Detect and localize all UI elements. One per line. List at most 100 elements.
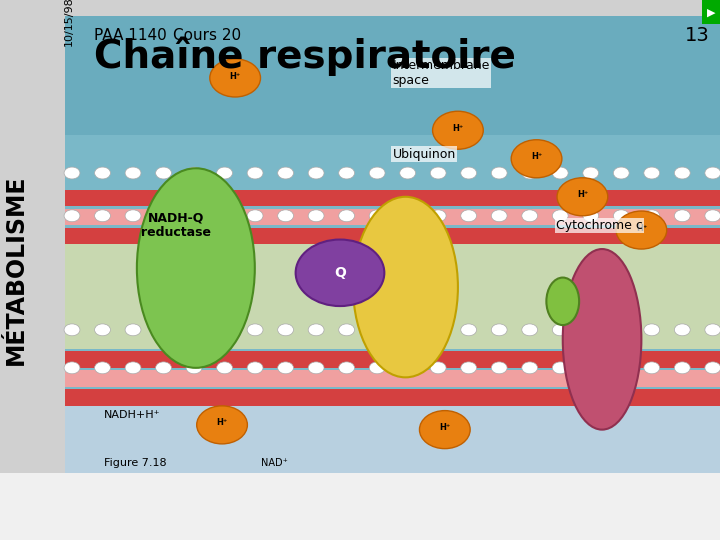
Circle shape bbox=[369, 324, 385, 336]
Circle shape bbox=[644, 324, 660, 336]
Circle shape bbox=[461, 167, 477, 179]
Circle shape bbox=[338, 167, 354, 179]
Circle shape bbox=[278, 362, 294, 374]
Circle shape bbox=[675, 362, 690, 374]
Circle shape bbox=[197, 406, 248, 444]
Circle shape bbox=[522, 324, 538, 336]
Circle shape bbox=[94, 210, 110, 222]
Circle shape bbox=[431, 362, 446, 374]
Circle shape bbox=[613, 324, 629, 336]
Circle shape bbox=[308, 324, 324, 336]
Circle shape bbox=[217, 167, 233, 179]
Circle shape bbox=[420, 410, 470, 449]
Ellipse shape bbox=[563, 249, 642, 430]
Circle shape bbox=[613, 210, 629, 222]
Circle shape bbox=[125, 362, 141, 374]
Circle shape bbox=[522, 210, 538, 222]
Circle shape bbox=[557, 178, 608, 216]
Circle shape bbox=[94, 167, 110, 179]
Circle shape bbox=[125, 210, 141, 222]
Text: NAD⁺: NAD⁺ bbox=[261, 458, 288, 468]
Circle shape bbox=[613, 362, 629, 374]
Circle shape bbox=[431, 167, 446, 179]
Circle shape bbox=[675, 210, 690, 222]
Circle shape bbox=[400, 362, 415, 374]
Circle shape bbox=[156, 324, 171, 336]
FancyBboxPatch shape bbox=[65, 351, 720, 368]
Circle shape bbox=[338, 324, 354, 336]
Text: Ubiquinon: Ubiquinon bbox=[392, 147, 456, 160]
Circle shape bbox=[491, 210, 507, 222]
FancyBboxPatch shape bbox=[0, 472, 720, 540]
Text: NADH-Q
reductase: NADH-Q reductase bbox=[141, 211, 211, 239]
Circle shape bbox=[278, 167, 294, 179]
Ellipse shape bbox=[546, 278, 579, 325]
Circle shape bbox=[247, 210, 263, 222]
Circle shape bbox=[552, 324, 568, 336]
Ellipse shape bbox=[137, 168, 255, 368]
Circle shape bbox=[64, 167, 80, 179]
Circle shape bbox=[369, 362, 385, 374]
Circle shape bbox=[400, 167, 415, 179]
Circle shape bbox=[278, 210, 294, 222]
Circle shape bbox=[461, 324, 477, 336]
Text: Intermembrane
space: Intermembrane space bbox=[392, 59, 490, 87]
FancyBboxPatch shape bbox=[65, 228, 720, 244]
Circle shape bbox=[338, 210, 354, 222]
Text: MÉTABOLISME: MÉTABOLISME bbox=[4, 175, 28, 365]
FancyBboxPatch shape bbox=[65, 190, 720, 206]
Circle shape bbox=[125, 167, 141, 179]
Text: H⁺: H⁺ bbox=[531, 152, 542, 161]
FancyBboxPatch shape bbox=[65, 16, 720, 491]
Circle shape bbox=[210, 59, 261, 97]
Circle shape bbox=[461, 362, 477, 374]
Circle shape bbox=[64, 210, 80, 222]
Circle shape bbox=[156, 362, 171, 374]
Circle shape bbox=[491, 324, 507, 336]
Circle shape bbox=[156, 167, 171, 179]
Circle shape bbox=[156, 210, 171, 222]
Text: NADH+H⁺: NADH+H⁺ bbox=[104, 410, 161, 420]
Text: PAA 1140: PAA 1140 bbox=[94, 28, 166, 43]
Circle shape bbox=[308, 362, 324, 374]
Text: Cytochrome c: Cytochrome c bbox=[556, 219, 643, 232]
Circle shape bbox=[582, 362, 598, 374]
Circle shape bbox=[552, 167, 568, 179]
Circle shape bbox=[186, 167, 202, 179]
Circle shape bbox=[338, 362, 354, 374]
Circle shape bbox=[552, 210, 568, 222]
Text: H⁺: H⁺ bbox=[577, 191, 588, 199]
Circle shape bbox=[186, 362, 202, 374]
Text: Figure 7.18: Figure 7.18 bbox=[104, 458, 167, 468]
Text: H⁺: H⁺ bbox=[439, 423, 451, 432]
FancyBboxPatch shape bbox=[65, 244, 720, 349]
FancyBboxPatch shape bbox=[65, 208, 720, 225]
Circle shape bbox=[278, 324, 294, 336]
Circle shape bbox=[217, 324, 233, 336]
Circle shape bbox=[511, 140, 562, 178]
Text: H⁺: H⁺ bbox=[217, 418, 228, 428]
Circle shape bbox=[491, 167, 507, 179]
Circle shape bbox=[522, 167, 538, 179]
Circle shape bbox=[186, 210, 202, 222]
Circle shape bbox=[94, 324, 110, 336]
Circle shape bbox=[675, 324, 690, 336]
Circle shape bbox=[613, 167, 629, 179]
Circle shape bbox=[582, 167, 598, 179]
Circle shape bbox=[217, 210, 233, 222]
FancyBboxPatch shape bbox=[65, 16, 720, 135]
Circle shape bbox=[582, 210, 598, 222]
Circle shape bbox=[644, 167, 660, 179]
Circle shape bbox=[705, 210, 720, 222]
Circle shape bbox=[705, 167, 720, 179]
FancyBboxPatch shape bbox=[702, 0, 720, 24]
Circle shape bbox=[296, 240, 384, 306]
Circle shape bbox=[64, 362, 80, 374]
Circle shape bbox=[552, 362, 568, 374]
Circle shape bbox=[616, 211, 667, 249]
Text: Cours 20: Cours 20 bbox=[173, 28, 241, 43]
Circle shape bbox=[582, 324, 598, 336]
Circle shape bbox=[217, 362, 233, 374]
Circle shape bbox=[705, 362, 720, 374]
Circle shape bbox=[431, 210, 446, 222]
